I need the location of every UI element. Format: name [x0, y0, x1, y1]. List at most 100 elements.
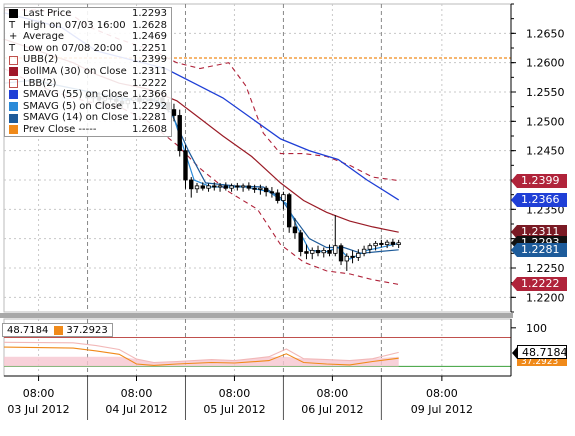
- legend-entry: SMAVG (14) on Close 1.2281: [5, 112, 171, 124]
- candle-body: [189, 179, 194, 190]
- legend-name: SMAVG (14) on Close: [23, 112, 129, 124]
- legend-value: 1.2608: [132, 123, 167, 135]
- candle: [177, 109, 182, 157]
- legend-swatch: [9, 9, 18, 19]
- candle-body: [281, 194, 286, 201]
- legend-name: Prev Close -----: [23, 123, 97, 135]
- sub-line-main: [3, 341, 399, 364]
- legend-entry: T Low on 07/08 20:00 1.2251: [5, 43, 171, 55]
- legend-entry: UBB(2) 1.2399: [5, 54, 171, 66]
- legend-swatch: T: [9, 43, 16, 55]
- candle: [356, 249, 361, 261]
- price-tick-label: 1.2650: [526, 27, 565, 40]
- price-tick-label: 1.2600: [526, 57, 565, 70]
- candle-body: [194, 185, 200, 190]
- price-tag: 1.2222: [511, 277, 567, 292]
- date-label: 06 Jul 2012: [301, 403, 363, 416]
- legend-name: Average: [23, 31, 65, 43]
- sub-tick-label: 100: [526, 322, 547, 335]
- candle: [194, 182, 200, 193]
- candle: [217, 182, 223, 192]
- candle: [384, 239, 390, 249]
- candle: [310, 247, 315, 260]
- sub-value-tag-signal: 37.2923: [517, 359, 567, 367]
- candle: [281, 191, 286, 210]
- time-label: 08:00: [23, 387, 55, 400]
- sub-legend-value-1: 48.7184: [7, 324, 49, 336]
- candle-body: [258, 187, 263, 190]
- candle-body: [356, 252, 361, 258]
- candle: [396, 239, 401, 249]
- date-label: 09 Jul 2012: [411, 403, 473, 416]
- legend-swatch: [9, 78, 18, 88]
- candle-body: [310, 249, 315, 254]
- date-label: 05 Jul 2012: [203, 403, 265, 416]
- candle-body: [235, 185, 240, 188]
- legend-entry: Last Price 1.2293: [5, 8, 171, 20]
- legend-name: BollMA (30) on Close: [23, 65, 127, 77]
- candle-body: [361, 248, 367, 254]
- time-label: 08:00: [426, 387, 458, 400]
- candle-body: [304, 251, 309, 254]
- candle: [240, 183, 246, 192]
- candle: [379, 239, 384, 248]
- legend-swatch: T: [9, 19, 16, 31]
- candle-body: [338, 245, 344, 262]
- candle: [361, 245, 367, 257]
- lower-bollinger-band: [3, 68, 399, 285]
- legend-value: 1.2311: [132, 65, 167, 77]
- price-tag: 1.2366: [511, 192, 567, 207]
- candle: [292, 218, 298, 239]
- candle-body: [246, 185, 252, 189]
- candle-body: [292, 226, 298, 234]
- candle-body: [217, 185, 223, 188]
- candle-body: [390, 241, 396, 245]
- legend-entry: SMAVG (5) on Close 1.2292: [5, 101, 171, 113]
- legend-name: Last Price: [23, 8, 72, 19]
- legend-value: 1.2399: [132, 54, 167, 66]
- candle: [200, 182, 205, 191]
- price-tick-label: 1.2500: [526, 115, 565, 128]
- candle: [263, 185, 269, 197]
- candle: [212, 182, 217, 191]
- price-tick-label: 1.2250: [526, 262, 565, 275]
- candle: [304, 244, 309, 260]
- candle: [286, 192, 292, 233]
- legend-name: Low on 07/08 20:00: [23, 42, 123, 54]
- legend-swatch: +: [9, 31, 18, 43]
- price-tag: 1.2281: [511, 242, 567, 257]
- price-tag: 1.2399: [511, 173, 567, 188]
- candle: [390, 238, 396, 247]
- candle-body: [344, 255, 350, 262]
- legend-swatch: [9, 113, 18, 123]
- legend-swatch: [9, 125, 18, 135]
- candle: [321, 247, 326, 258]
- candle-body: [171, 109, 177, 116]
- legend-entry: BollMA (30) on Close 1.2311: [5, 66, 171, 78]
- panel-divider: [0, 313, 513, 318]
- time-label: 08:00: [219, 387, 251, 400]
- date-label: 04 Jul 2012: [105, 403, 167, 416]
- candle: [315, 245, 321, 257]
- legend-value: 1.2292: [132, 100, 167, 112]
- candle-body: [240, 185, 246, 188]
- candle-body: [263, 187, 269, 193]
- sub-value-tag: 48.7184: [512, 345, 568, 361]
- candle: [327, 244, 332, 257]
- candle: [275, 189, 280, 204]
- sub-panel-legend: 48.7184 37.2923: [2, 323, 113, 337]
- legend-entry: LBB(2) 1.2222: [5, 78, 171, 90]
- candle: [252, 184, 257, 193]
- legend-entry: + Average 1.2469: [5, 31, 171, 43]
- candle-body: [327, 249, 332, 254]
- legend-value: 1.2222: [132, 77, 167, 89]
- legend-value: 1.2293: [132, 8, 167, 19]
- candle-body: [367, 245, 373, 250]
- price-tick-label: 1.2550: [526, 86, 565, 99]
- price-tick-label: 1.2200: [526, 291, 565, 304]
- candle: [171, 103, 177, 122]
- legend-value: 1.2251: [132, 42, 167, 54]
- candle-body: [206, 185, 211, 189]
- candle: [269, 187, 275, 198]
- candle: [373, 241, 378, 251]
